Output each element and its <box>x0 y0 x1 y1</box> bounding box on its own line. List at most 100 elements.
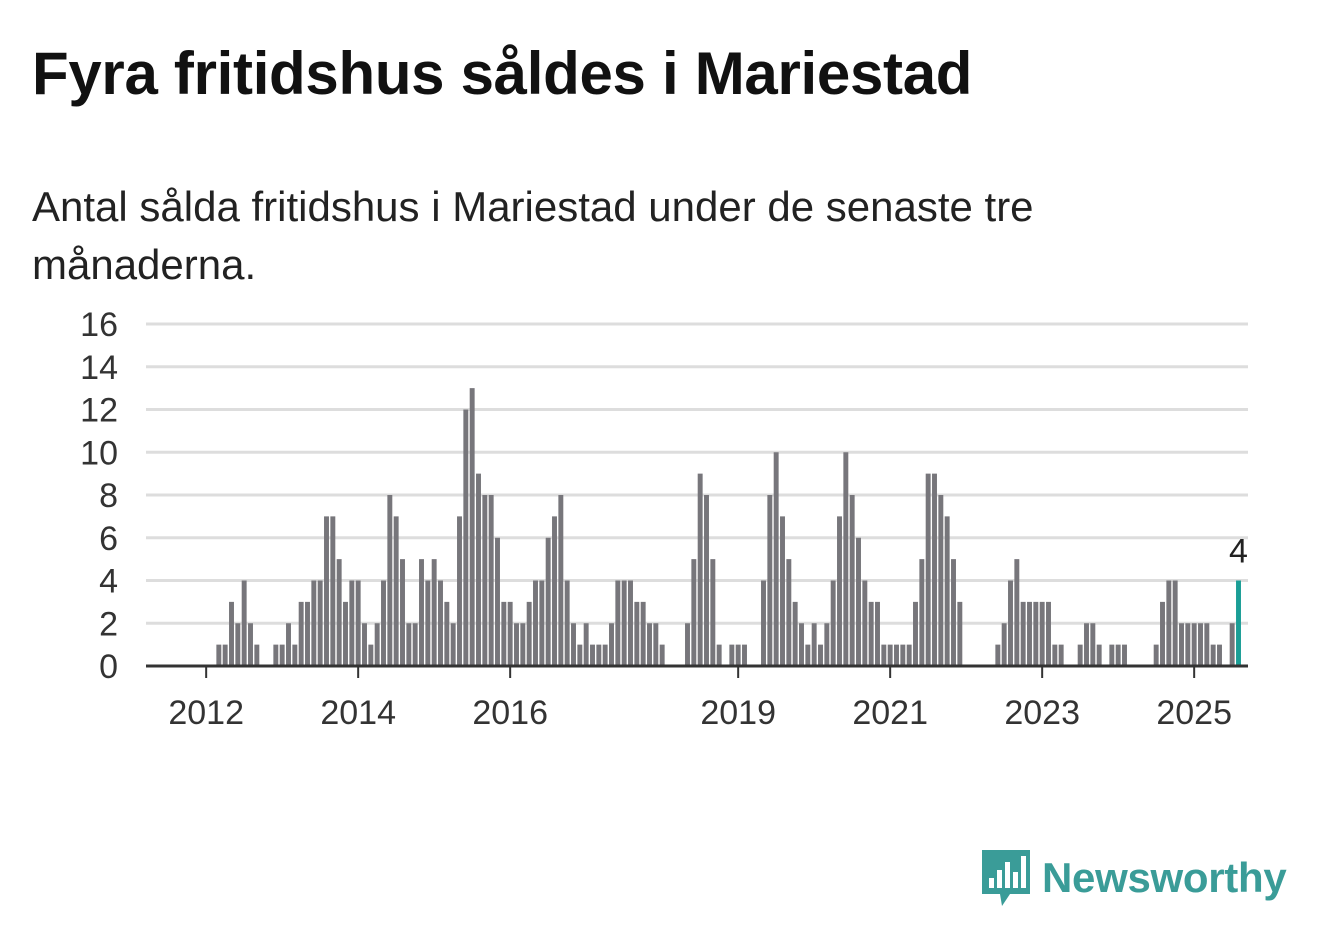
bar <box>932 473 937 666</box>
bar <box>412 623 418 666</box>
bar <box>1229 623 1235 666</box>
bar <box>786 559 792 666</box>
bar <box>900 644 906 666</box>
bars <box>216 388 1241 666</box>
bar <box>507 601 513 666</box>
bar <box>1217 644 1222 666</box>
bar <box>729 644 735 666</box>
x-tick-label: 2016 <box>472 694 548 732</box>
bar <box>1204 623 1210 666</box>
bar <box>634 601 640 666</box>
y-tick-label: 8 <box>99 477 118 515</box>
bar <box>716 644 722 666</box>
bar <box>602 644 608 666</box>
bar <box>1122 644 1127 666</box>
bar <box>824 623 830 666</box>
bar <box>780 516 785 666</box>
y-tick-label: 10 <box>80 434 118 472</box>
bar <box>938 495 944 666</box>
bar <box>862 580 868 666</box>
x-tick-label: 2023 <box>1004 694 1080 732</box>
bar <box>849 495 855 666</box>
bar <box>374 623 380 666</box>
bar <box>1046 601 1051 666</box>
bar <box>571 623 576 666</box>
bar <box>1191 623 1197 666</box>
y-tick-label: 2 <box>99 605 118 643</box>
y-tick-label: 12 <box>80 392 118 430</box>
bar <box>545 537 551 666</box>
highlighted-bar <box>1236 580 1241 666</box>
bar <box>305 601 310 666</box>
bar <box>539 580 545 666</box>
newsworthy-logo-icon <box>982 850 1030 906</box>
bar <box>583 623 589 666</box>
highlight-annotation: 4 <box>1229 533 1248 571</box>
bar <box>1084 623 1089 666</box>
bar <box>906 644 912 666</box>
bar <box>343 601 348 666</box>
bar <box>621 580 627 666</box>
bar <box>1160 601 1165 666</box>
y-axis-ticks: 0 2 4 6 8 10 12 14 16 <box>80 306 118 686</box>
bar <box>659 644 665 666</box>
bar <box>887 644 893 666</box>
bar <box>1033 601 1039 666</box>
bar <box>957 601 963 666</box>
bar <box>1166 580 1172 666</box>
bar <box>837 516 842 666</box>
bar <box>1014 559 1020 666</box>
bar <box>406 623 412 666</box>
bar <box>368 644 374 666</box>
bar <box>995 644 1001 666</box>
bar <box>830 580 836 666</box>
bar <box>913 601 918 666</box>
bar <box>1210 644 1216 666</box>
bar <box>577 644 583 666</box>
bar <box>653 623 659 666</box>
newsworthy-logo-text: Newsworthy <box>1042 854 1287 901</box>
y-tick-label: 16 <box>80 306 118 344</box>
x-tick-label: 2019 <box>700 694 776 732</box>
highlight-value-label: 4 <box>1229 533 1248 571</box>
bar <box>533 580 538 666</box>
bar <box>488 495 494 666</box>
bar <box>248 623 253 666</box>
bar <box>1077 644 1083 666</box>
bar <box>400 559 405 666</box>
bar <box>520 623 526 666</box>
bar <box>590 644 595 666</box>
bar <box>393 516 399 666</box>
bar <box>1153 644 1159 666</box>
y-tick-label: 14 <box>80 349 118 387</box>
bar <box>596 644 602 666</box>
bar <box>324 516 329 666</box>
bar <box>710 559 716 666</box>
bar <box>843 452 849 666</box>
bar <box>919 559 925 666</box>
bar <box>647 623 652 666</box>
bar <box>1027 601 1032 666</box>
bar <box>254 644 260 666</box>
bar <box>951 559 956 666</box>
y-tick-label: 0 <box>99 648 118 686</box>
bar <box>799 623 804 666</box>
bar <box>1090 623 1096 666</box>
bar <box>925 473 931 666</box>
bar <box>805 644 811 666</box>
bar <box>514 623 519 666</box>
bar <box>495 537 500 666</box>
bar <box>811 623 817 666</box>
y-tick-label: 4 <box>99 563 118 601</box>
bar <box>362 623 367 666</box>
bar <box>1052 644 1058 666</box>
bar <box>1039 601 1045 666</box>
bar <box>336 559 342 666</box>
bar <box>1109 644 1115 666</box>
bar <box>767 495 773 666</box>
bar <box>425 580 431 666</box>
bar <box>868 601 874 666</box>
bar <box>457 516 462 666</box>
bar <box>431 559 437 666</box>
